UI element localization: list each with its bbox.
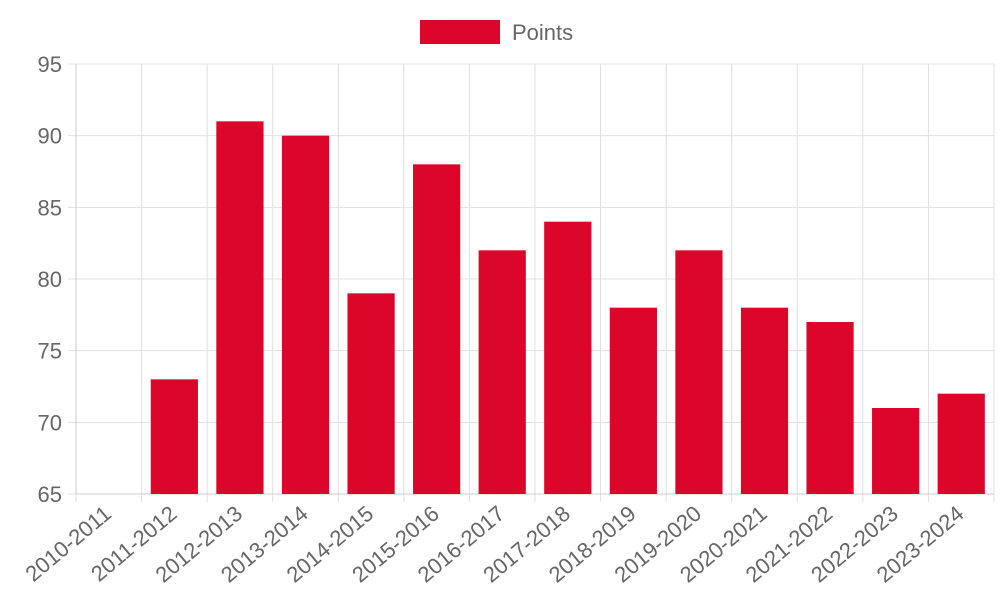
- y-tick-label: 95: [38, 52, 62, 77]
- y-tick-label: 85: [38, 195, 62, 220]
- bar-2019-2020[interactable]: [675, 250, 723, 494]
- legend[interactable]: Points: [420, 20, 573, 45]
- bar-2013-2014[interactable]: [281, 135, 330, 494]
- bar-2015-2016[interactable]: [413, 164, 461, 495]
- y-tick-label: 65: [38, 482, 62, 507]
- bar-2021-2022[interactable]: [806, 322, 854, 494]
- bar-2022-2023[interactable]: [872, 408, 920, 494]
- bar-2016-2017[interactable]: [478, 250, 526, 494]
- bar-2011-2012[interactable]: [150, 379, 198, 494]
- y-axis-ticks: 65 70 75 80 85 90 95: [38, 52, 62, 507]
- bars-layer: [150, 121, 985, 495]
- bar-2014-2015[interactable]: [347, 293, 395, 494]
- y-tick-label: 90: [38, 124, 62, 149]
- bar-2020-2021[interactable]: [740, 307, 789, 494]
- bar-2012-2013[interactable]: [216, 121, 264, 494]
- y-tick-label: 80: [38, 267, 62, 292]
- legend-swatch-points[interactable]: [420, 20, 500, 44]
- x-axis-ticks: 2010-20112011-20122012-20132013-20142014…: [21, 501, 969, 588]
- grid-layer: [68, 63, 995, 502]
- y-tick-label: 70: [38, 410, 62, 435]
- y-tick-label: 75: [38, 339, 62, 364]
- bar-2017-2018[interactable]: [544, 221, 592, 494]
- bar-2023-2024[interactable]: [937, 393, 985, 494]
- bar-2018-2019[interactable]: [609, 307, 657, 494]
- legend-label-points[interactable]: Points: [512, 20, 573, 45]
